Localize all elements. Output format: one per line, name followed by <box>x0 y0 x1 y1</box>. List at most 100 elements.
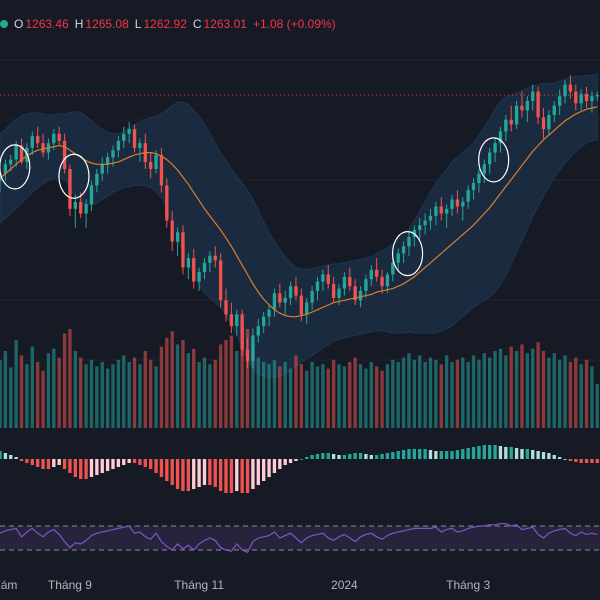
candle-body <box>288 286 293 298</box>
histogram-bar <box>224 459 228 493</box>
volume-bar <box>154 366 158 428</box>
volume-bar <box>138 364 142 428</box>
histogram-bar <box>439 451 443 459</box>
candle-body <box>73 201 78 209</box>
volume-bar <box>111 364 115 428</box>
histogram-bar <box>342 455 347 459</box>
histogram-bar <box>9 455 13 459</box>
volume-bar <box>149 359 153 428</box>
candle-body <box>423 220 427 226</box>
candle-body <box>552 105 556 116</box>
histogram-bar <box>267 459 271 477</box>
histogram-bar <box>68 459 72 473</box>
candle-body <box>574 91 578 104</box>
candle-body <box>385 274 390 287</box>
candle-body <box>369 269 373 280</box>
volume-bar <box>358 364 363 428</box>
histogram-bar <box>3 453 8 459</box>
volume-bar <box>590 366 594 428</box>
candle-body <box>579 93 583 104</box>
histogram-bar <box>127 459 131 463</box>
histogram-bar <box>450 451 454 459</box>
histogram-bar <box>498 446 503 459</box>
volume-bar <box>14 340 18 428</box>
candle-body <box>541 117 546 130</box>
histogram-bar <box>504 447 508 459</box>
histogram-bar <box>262 459 266 481</box>
volume-bar <box>89 359 94 428</box>
candle-body <box>434 206 438 216</box>
candle-body <box>52 133 56 144</box>
candle-body <box>488 152 492 165</box>
histogram-bar <box>235 459 239 491</box>
candle-body <box>358 290 363 301</box>
histogram-bar <box>272 459 277 473</box>
histogram-bar <box>213 459 217 487</box>
candle-body <box>595 95 599 97</box>
volume-bar <box>342 366 347 428</box>
volume-bar <box>423 362 427 428</box>
histogram-bar <box>79 459 83 479</box>
volume-bar <box>531 348 535 428</box>
histogram-bar <box>337 455 341 459</box>
candle-body <box>218 260 223 301</box>
candle-body <box>391 262 395 275</box>
volume-bar <box>579 364 583 428</box>
histogram-bar <box>14 457 18 459</box>
candle-body <box>170 220 174 242</box>
histogram-bar <box>36 459 40 467</box>
candle-body <box>380 276 384 287</box>
histogram-bar <box>391 452 395 459</box>
volume-bar <box>310 362 314 428</box>
candle-body <box>202 262 207 273</box>
volume-bar <box>380 370 384 428</box>
candle-body <box>30 136 34 148</box>
highlight-circle <box>391 231 424 277</box>
candle-body <box>138 143 142 148</box>
candle-body <box>283 297 287 303</box>
histogram-bar <box>46 459 51 469</box>
volume-bar <box>202 357 207 428</box>
candle-body <box>3 164 8 174</box>
candle-body <box>229 314 234 327</box>
candle-body <box>536 91 540 118</box>
volume-bar <box>418 355 422 428</box>
volume-bar <box>41 370 45 428</box>
candle-body <box>272 293 277 310</box>
volume-bar <box>9 367 13 428</box>
histogram-bar <box>175 459 180 489</box>
candle-body <box>132 129 137 148</box>
candle-body <box>9 159 13 165</box>
candle-body <box>181 232 185 268</box>
candle-body <box>455 199 460 207</box>
candle-body <box>407 236 411 247</box>
candle-body <box>79 201 83 214</box>
candle-body <box>100 164 104 174</box>
candle-body <box>444 208 449 214</box>
histogram-bar <box>423 449 427 459</box>
highlight-circle <box>58 153 90 199</box>
volume-bar <box>552 353 556 428</box>
candle-body <box>294 286 298 296</box>
ohlc-legend: O 1263.46 H 1265.08 L 1262.92 C 1263.01 +1.0… <box>0 14 336 34</box>
histogram-bar <box>574 459 578 462</box>
volume-bar <box>450 362 454 428</box>
volume-bar <box>213 359 217 428</box>
histogram-bar <box>105 459 110 471</box>
candle-body <box>504 119 508 132</box>
histogram-bar <box>525 449 530 459</box>
histogram-bar <box>514 448 519 459</box>
volume-bar <box>504 355 508 428</box>
highlight-circle <box>0 144 31 190</box>
volume-bar <box>159 346 164 428</box>
histogram-bar <box>299 459 304 460</box>
candle-body <box>305 302 309 315</box>
candle-body <box>278 293 282 303</box>
histogram-bar <box>358 453 363 459</box>
volume-bar <box>461 357 465 428</box>
candle-body <box>251 335 255 362</box>
histogram-bar <box>482 445 486 459</box>
x-tick-label: Tháng 3 <box>446 578 490 592</box>
